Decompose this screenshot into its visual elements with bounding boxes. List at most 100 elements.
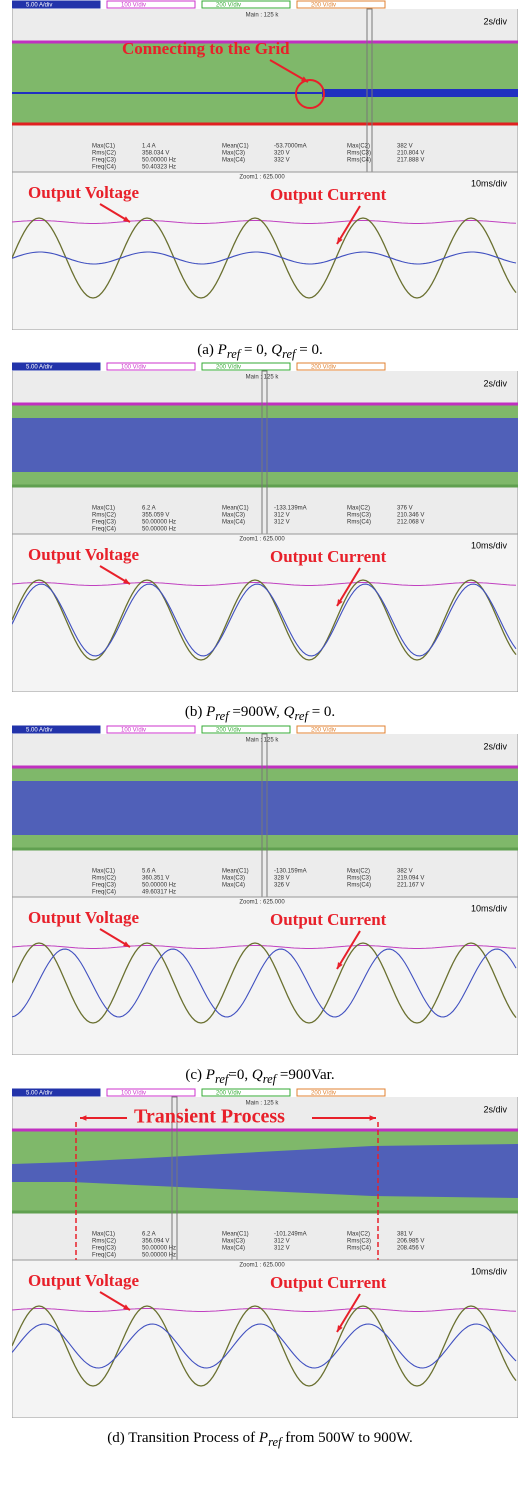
- annotation: Output Voltage: [28, 545, 139, 564]
- caption-part: P: [217, 342, 227, 358]
- measure-value: 208.456 V: [397, 1246, 424, 1252]
- channel-box: [12, 1088, 101, 1097]
- measure-value: 217.888 V: [397, 158, 424, 164]
- caption-part: ref: [262, 1072, 277, 1086]
- caption-part: from 500W to 900W.: [281, 1430, 413, 1446]
- measure-value: 50.00000 Hz: [142, 1246, 176, 1252]
- arrow-head: [337, 237, 343, 244]
- measure-value: 50.00000 Hz: [142, 883, 176, 889]
- timebase: 2s/div: [483, 378, 507, 388]
- channel-box: [296, 1088, 386, 1097]
- zoom-bg: [12, 896, 518, 1055]
- caption-part: (d) Transition Process of: [107, 1430, 259, 1446]
- measure-value: 50.00000 Hz: [142, 520, 176, 526]
- timebase: 2s/div: [483, 741, 507, 751]
- measure-label: Max(C4): [222, 883, 245, 889]
- measure-value: 312 V: [274, 513, 290, 519]
- annotation: Output Voltage: [28, 908, 139, 927]
- measure-value: -130.159mA: [274, 869, 307, 875]
- current-band: [12, 418, 518, 472]
- scope-screen: 5.00 A/div 100 V/div 200 V/div 200 V/div Mai…: [12, 1088, 518, 1418]
- highlight-ring: [295, 79, 325, 109]
- scope-screen: 5.00 A/div 100 V/div 200 V/div 200 V/div Mai…: [12, 0, 518, 330]
- measure-value: 312 V: [274, 520, 290, 526]
- arrow: [336, 1293, 361, 1333]
- caption-part: ref: [214, 1072, 229, 1086]
- caption-part: =900Var.: [276, 1067, 335, 1083]
- measure-label: Max(C2): [347, 869, 370, 875]
- measure-label: Freq(C4): [92, 165, 116, 171]
- channel-box: [201, 725, 291, 734]
- measure-value: 50.40323 Hz: [142, 165, 176, 171]
- current-wave: [12, 583, 517, 657]
- caption-part: =0,: [228, 1067, 252, 1083]
- arrow-head: [337, 962, 343, 969]
- measure-value: -101.249mA: [274, 1232, 307, 1238]
- measure-label: Rms(C3): [347, 1239, 371, 1245]
- measure-label: Rms(C4): [347, 1246, 371, 1252]
- measure-label: Max(C4): [222, 520, 245, 526]
- grid-voltage: [12, 220, 517, 224]
- voltage-wave: [12, 1305, 517, 1387]
- measure-value: 358.034 V: [142, 151, 169, 157]
- channel-label: 5.00 A/div: [26, 3, 52, 9]
- channel-box: [201, 362, 291, 371]
- measure-label: Rms(C2): [92, 1239, 116, 1245]
- caption-part: Q: [283, 704, 295, 720]
- measure-label: Max(C3): [222, 1239, 245, 1245]
- measure-value: 332 V: [274, 158, 290, 164]
- measure-value: 5.6 A: [142, 869, 156, 875]
- annotation: Output Current: [270, 185, 387, 204]
- measure-value: 382 V: [397, 869, 413, 875]
- zoom-label: Zoom1 : 625.000: [239, 1263, 285, 1269]
- channel-label: 100 V/div: [121, 365, 146, 371]
- zoom-bg: [12, 1259, 518, 1418]
- measure-value: 49.60317 Hz: [142, 890, 176, 896]
- current-wave: [12, 251, 517, 265]
- zoom-bg: [12, 533, 518, 692]
- annotation: Output Voltage: [28, 183, 139, 202]
- arrow-head: [123, 216, 130, 222]
- caption-part: ref: [294, 709, 308, 723]
- caption-part: ref: [226, 347, 241, 361]
- measure-label: Rms(C2): [92, 513, 116, 519]
- timebase: 2s/div: [483, 16, 507, 26]
- channel-label: 5.00 A/div: [26, 365, 52, 371]
- current-band: [12, 781, 518, 835]
- caption: (c) Pref=0, Qref =900Var.: [0, 1067, 520, 1087]
- channel-label: 5.00 A/div: [26, 728, 52, 734]
- measure-label: Freq(C3): [92, 1246, 116, 1252]
- measure-value: 356.094 V: [142, 1239, 169, 1245]
- measure-label: Rms(C2): [92, 151, 116, 157]
- measure-value: 382 V: [397, 144, 413, 150]
- measure-value: 50.00000 Hz: [142, 158, 176, 164]
- arrow: [336, 205, 361, 245]
- caption-part: Q: [271, 342, 283, 358]
- measure-value: 221.167 V: [397, 883, 424, 889]
- measure-label: Freq(C3): [92, 883, 116, 889]
- channel-label: 100 V/div: [121, 1091, 146, 1097]
- zoom-timebase: 10ms/div: [471, 540, 508, 550]
- measure-value: 219.094 V: [397, 876, 424, 882]
- caption: (a) Pref = 0, Qref = 0.: [0, 342, 520, 362]
- measure-value: 50.00000 Hz: [142, 527, 176, 533]
- annotation: Output Current: [270, 910, 387, 929]
- annotation: Output Voltage: [28, 1271, 139, 1290]
- measure-value: 326 V: [274, 883, 290, 889]
- measure-label: Max(C1): [92, 144, 115, 150]
- caption-part: = 0.: [307, 704, 336, 720]
- grid-voltage: [12, 582, 517, 586]
- measure-value: 206.985 V: [397, 1239, 424, 1245]
- main-label: Main : 125 k: [246, 1101, 280, 1107]
- caption-part: P: [205, 1067, 215, 1083]
- caption-part: (c): [185, 1067, 206, 1083]
- arrow: [336, 930, 361, 970]
- measure-label: Max(C1): [92, 869, 115, 875]
- caption-part: (a): [197, 342, 218, 358]
- measure-label: Max(C1): [92, 1232, 115, 1238]
- zoom-label: Zoom1 : 625.000: [239, 900, 285, 906]
- measure-value: 1.4 A: [142, 144, 156, 150]
- channel-box: [106, 725, 196, 734]
- caption-part: Q: [251, 1067, 263, 1083]
- measure-value: 50.00000 Hz: [142, 1253, 176, 1259]
